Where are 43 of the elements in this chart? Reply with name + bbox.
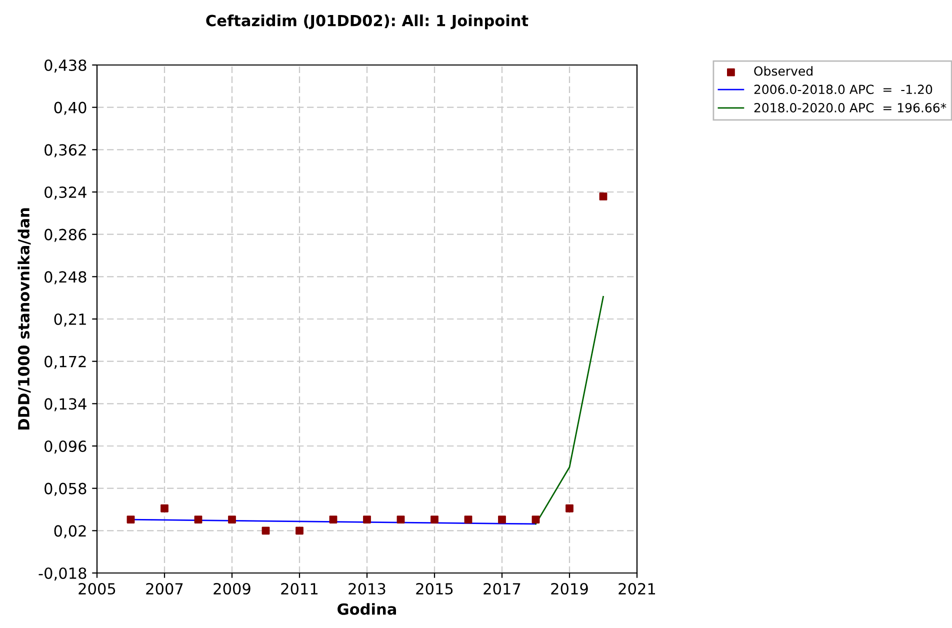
point — [126, 516, 135, 524]
point — [194, 516, 202, 524]
x-tick-label: 2013 — [348, 582, 386, 595]
x-tick-label: 2017 — [484, 582, 520, 595]
x-tick-label: 2019 — [551, 582, 588, 595]
chart-title: Ceftazidim (J01DD02): All: 1 Joinpoint — [206, 14, 528, 30]
x-tick-label: 2009 — [214, 582, 250, 595]
y-axis-title: DDD/1000 stanovnika/dan — [18, 208, 31, 430]
point — [228, 516, 236, 524]
y-tick-label: 0,172 — [44, 356, 86, 369]
y-tick-label: 0,21 — [54, 313, 86, 327]
x-axis-title: Godina — [338, 603, 396, 615]
x-tick-label: 2005 — [78, 582, 116, 595]
point — [599, 192, 608, 200]
point — [396, 516, 405, 524]
y-tick-label: -0,018 — [38, 567, 86, 581]
x-tick-label: 2007 — [146, 582, 183, 595]
point — [363, 516, 371, 524]
point — [464, 516, 472, 524]
y-tick-label: 0,096 — [44, 440, 86, 454]
point — [498, 516, 506, 524]
point — [329, 516, 338, 524]
point — [160, 504, 168, 512]
y-tick-label: 0,324 — [44, 186, 86, 200]
y-tick-label: 0,40 — [54, 102, 86, 115]
legend-label: 2006.0-2018.0 APC = -1.20 — [754, 84, 932, 94]
x-tick-label: 2015 — [416, 582, 453, 595]
y-tick-label: 0,362 — [44, 144, 86, 158]
x-tick-label: 2011 — [281, 582, 318, 595]
y-tick-label: 0,058 — [44, 482, 86, 496]
y-tick-label: 0,438 — [44, 59, 86, 73]
point — [296, 526, 304, 535]
point — [430, 516, 438, 524]
point — [532, 516, 540, 524]
y-tick-label: 0,248 — [44, 271, 86, 284]
legend-label: 2018.0-2020.0 APC = 196.66* — [754, 103, 946, 112]
point — [566, 504, 574, 512]
point — [262, 526, 270, 535]
y-tick-label: 0,134 — [44, 398, 86, 412]
legend-label: Observed — [754, 66, 812, 76]
y-tick-label: 0,02 — [54, 525, 86, 538]
x-tick-label: 2021 — [618, 582, 656, 595]
y-tick-label: 0,286 — [44, 228, 86, 242]
